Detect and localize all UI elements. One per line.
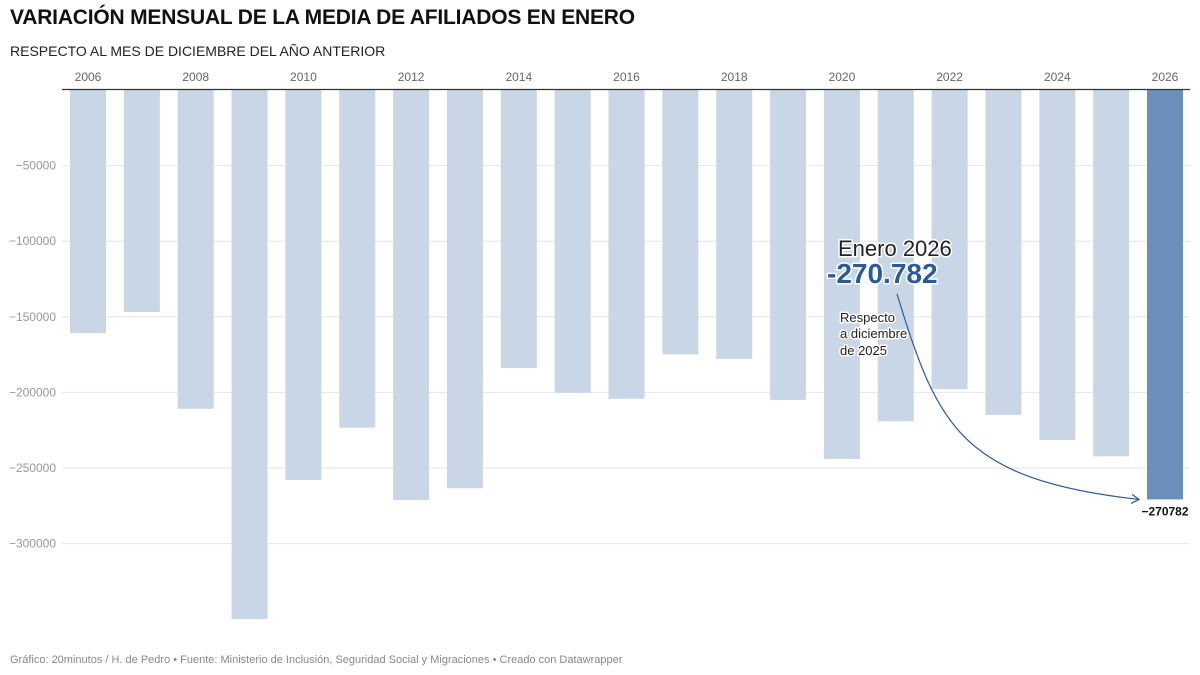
bar-2024 xyxy=(1039,90,1076,441)
x-tick-label: 2014 xyxy=(505,70,532,84)
bar-2013 xyxy=(446,90,483,489)
annotation-title: Enero 2026 xyxy=(838,236,952,261)
annotation-note-line: Respecto xyxy=(840,310,895,325)
annotation-value: -270.782 xyxy=(827,258,938,289)
data-label-2026: −270782 xyxy=(1141,504,1188,518)
y-tick-label: −50000 xyxy=(16,159,57,173)
y-tick-label: −150000 xyxy=(9,310,56,324)
x-tick-label: 2016 xyxy=(613,70,640,84)
x-tick-label: 2018 xyxy=(721,70,748,84)
bar-2006 xyxy=(70,90,106,333)
chart-subtitle: RESPECTO AL MES DE DICIEMBRE DEL AÑO ANT… xyxy=(10,43,386,59)
x-tick-label: 2026 xyxy=(1152,70,1179,84)
chart-title: VARIACIÓN MENSUAL DE LA MEDIA DE AFILIAD… xyxy=(10,6,635,29)
bar-2011 xyxy=(339,90,376,428)
bar-2020 xyxy=(823,90,860,459)
bar-2026 xyxy=(1147,90,1183,500)
y-tick-label: −100000 xyxy=(9,234,56,248)
bar-2017 xyxy=(662,90,699,355)
x-tick-label: 2012 xyxy=(398,70,425,84)
bar-2018 xyxy=(716,90,753,359)
bar-2007 xyxy=(123,90,160,312)
bar-2021 xyxy=(877,90,914,422)
bar-2016 xyxy=(608,90,645,399)
x-tick-label: 2008 xyxy=(182,70,209,84)
bar-2022 xyxy=(931,90,968,390)
annotation-arrowhead xyxy=(1130,493,1141,504)
y-tick-label: −250000 xyxy=(9,461,56,475)
chart-footer-credit: Gráfico: 20minutos / H. de Pedro • Fuent… xyxy=(10,654,623,666)
bar-2025 xyxy=(1093,90,1130,457)
y-tick-label: −300000 xyxy=(9,537,56,551)
annotation-arrow xyxy=(896,293,1140,501)
bars-layer xyxy=(70,90,1183,620)
x-tick-label: 2010 xyxy=(290,70,317,84)
annotation-note-line: a diciembre xyxy=(840,326,907,341)
annotation-note-line: de 2025 xyxy=(840,343,887,358)
annotation-layer: Enero 2026 -270.782 Respecto a diciembre… xyxy=(826,235,1141,504)
y-tick-label: −200000 xyxy=(9,385,56,399)
x-tick-label: 2006 xyxy=(75,70,102,84)
bar-2014 xyxy=(500,90,537,369)
bar-2009 xyxy=(231,90,268,620)
bar-2015 xyxy=(554,90,591,393)
bar-2008 xyxy=(177,90,214,409)
x-tick-label: 2022 xyxy=(936,70,963,84)
bar-2023 xyxy=(985,90,1022,415)
bar-2019 xyxy=(770,90,807,400)
x-tick-label: 2024 xyxy=(1044,70,1071,84)
axis-layer: −50000 −100000 −150000 −200000 −250000 −30000… xyxy=(9,70,1190,551)
x-tick-label: 2020 xyxy=(829,70,856,84)
bar-2010 xyxy=(285,90,322,480)
bar-2012 xyxy=(393,90,430,501)
